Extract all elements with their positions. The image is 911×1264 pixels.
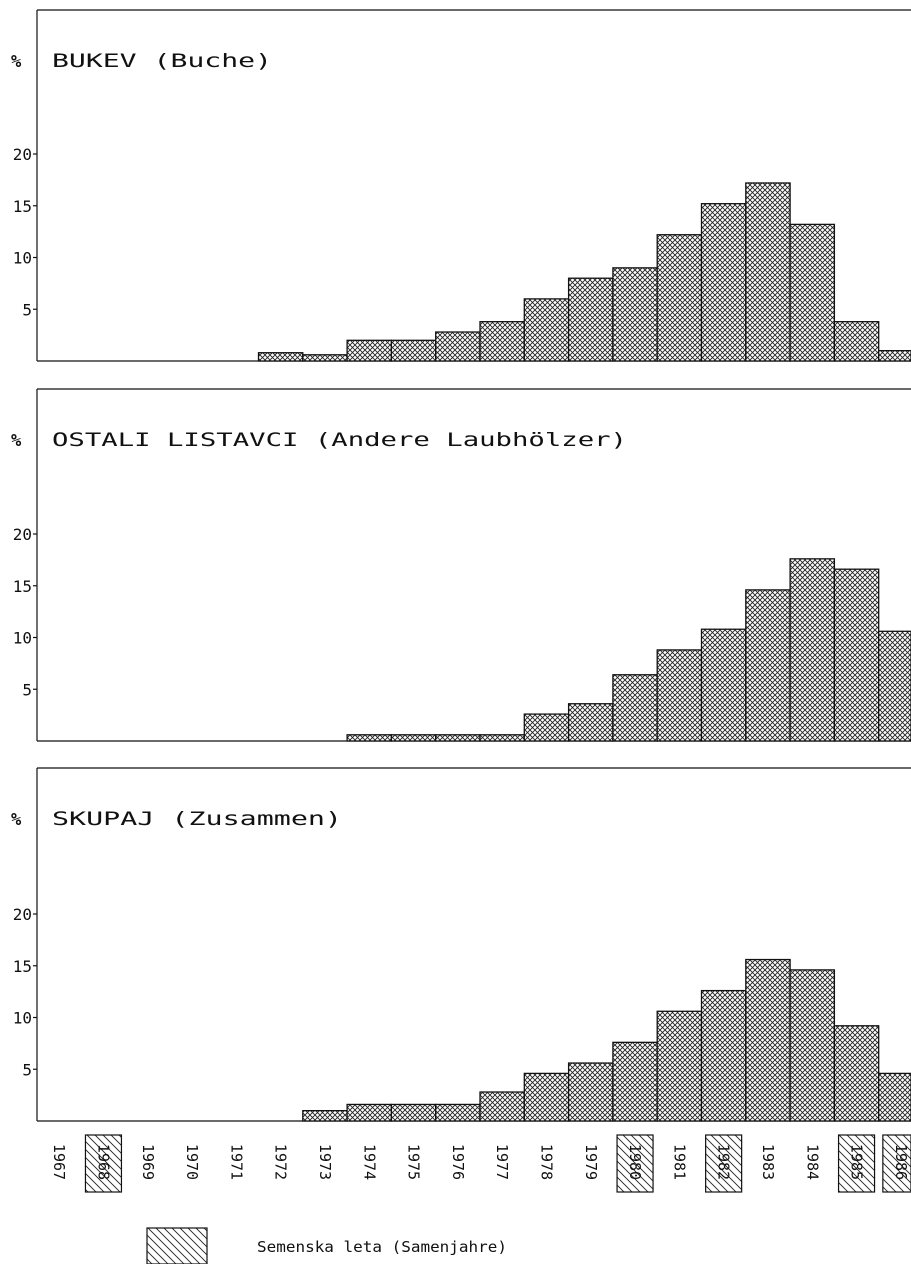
x-tick-label-1971: 1971 [227,1144,245,1180]
x-tick-label-1968: 1968 [94,1144,112,1180]
seed-year-box-1980 [616,1134,654,1193]
seed-year-box-1968 [84,1134,123,1193]
bar-1986 [878,630,911,742]
bar-1976 [435,1103,481,1122]
x-tick-label-1976: 1976 [449,1144,467,1180]
x-tick-label-1972: 1972 [272,1144,290,1180]
chart-title: OSTALI LISTAVCI (Andere Laubhölzer) [52,429,627,451]
bar-1977 [479,321,525,362]
y-tick-label: 20 [13,905,32,924]
bar-1978 [523,1072,570,1122]
bar-1978 [523,298,570,362]
bar-1979 [567,277,614,362]
bar-1976 [435,331,481,362]
x-tick-label-1983: 1983 [759,1144,777,1180]
y-tick-label: 20 [13,145,32,164]
bar-1977 [479,1091,525,1122]
seed-year-box-1986 [882,1134,911,1193]
bar-1974 [346,339,393,362]
bar-1983 [745,958,791,1122]
seed-year-box-1985 [837,1134,876,1193]
bar-1985 [833,321,880,362]
bar-1984 [789,223,836,362]
x-tick-label-1980: 1980 [626,1144,644,1180]
bar-1973 [302,1110,348,1122]
y-tick-label: 15 [13,577,32,596]
x-axis-year-labels: 1967 1968 1969 1970 1971 1972 1973 1974 1975 1976… [50,1134,911,1193]
bar-1979 [567,1062,614,1122]
x-tick-label-1969: 1969 [139,1144,157,1180]
bar-1974 [346,1103,393,1122]
x-tick-label-1974: 1974 [360,1144,378,1180]
chart-title: SKUPAJ (Zusammen) [52,808,342,830]
y-tick-label: 10 [13,1009,32,1028]
y-tick-label: 15 [13,957,32,976]
x-tick-label-1977: 1977 [493,1144,511,1180]
bar-1972 [257,352,304,362]
bar-1976 [435,734,481,742]
x-tick-label-1986: 1986 [892,1144,910,1180]
bar-1975 [390,1103,437,1122]
x-tick-label-1979: 1979 [582,1144,600,1180]
bar-1983 [745,182,791,362]
x-tick-label-1982: 1982 [715,1144,733,1180]
y-axis-label: % [11,810,22,830]
chart-panel-1: % BUKEV (Buche) 5 10 15 20 [11,9,911,362]
chart-panel-3: % SKUPAJ (Zusammen) 5 10 15 20 [11,767,911,1122]
bar-1980 [612,267,658,362]
bar-1981 [656,649,703,742]
x-tick-label-1975: 1975 [405,1144,423,1180]
bar-1986 [878,349,911,362]
x-tick-label-1973: 1973 [316,1144,334,1180]
bar-1974 [346,734,393,742]
bar-1984 [789,969,836,1122]
bar-1975 [390,734,437,742]
bar-1986 [878,1072,911,1122]
y-axis-label: % [11,431,22,451]
bar-1982 [700,628,747,742]
bar-1981 [656,234,703,362]
bar-1978 [523,713,570,742]
x-tick-label-1967: 1967 [50,1144,68,1180]
legend-swatch [146,1227,208,1264]
bar-1985 [833,1025,880,1122]
y-tick-label: 5 [22,680,32,699]
bar-1982 [700,989,747,1122]
bar-1980 [612,1041,658,1122]
x-tick-label-1978: 1978 [537,1144,555,1180]
y-axis-label: % [11,52,22,72]
bar-1981 [656,1010,703,1122]
y-tick-label: 20 [13,525,32,544]
y-tick-label: 5 [22,300,32,319]
y-tick-label: 10 [13,249,32,268]
bar-1985 [833,568,880,742]
bar-1973 [302,354,348,362]
x-tick-label-1985: 1985 [848,1144,866,1180]
bar-1983 [745,589,791,742]
bar-1984 [789,558,836,742]
legend-label: Semenska leta (Samenjahre) [257,1238,507,1256]
chart-title: BUKEV (Buche) [52,50,272,72]
y-tick-label: 5 [22,1060,32,1079]
bar-1977 [479,734,525,742]
seed-year-box-1982 [705,1134,743,1193]
bar-1980 [612,674,658,742]
x-tick-label-1981: 1981 [670,1144,688,1180]
legend: Semenska leta (Samenjahre) [146,1227,507,1264]
chart-panel-2: % OSTALI LISTAVCI (Andere Laubhölzer) 5 10 1… [11,388,911,742]
x-tick-label-1970: 1970 [183,1144,201,1180]
bar-1982 [700,203,747,362]
x-tick-label-1984: 1984 [803,1144,821,1180]
y-tick-label: 10 [13,629,32,648]
bar-1975 [390,339,437,362]
y-tick-label: 15 [13,197,32,216]
bar-1979 [567,703,614,742]
